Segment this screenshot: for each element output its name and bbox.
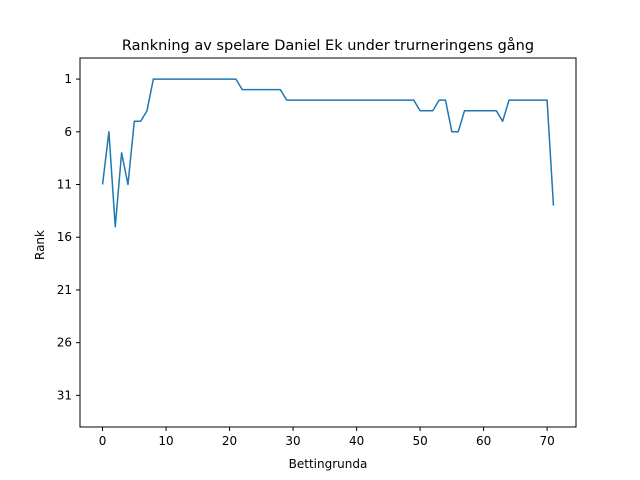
x-tick-label: 40 — [349, 434, 364, 448]
x-tick-label: 70 — [539, 434, 554, 448]
x-tick-label: 10 — [158, 434, 173, 448]
x-axis: 0 10 20 30 40 50 60 70 — [99, 427, 555, 448]
x-tick-label: 50 — [412, 434, 427, 448]
x-tick-label: 60 — [476, 434, 491, 448]
y-axis-label: Rank — [33, 230, 47, 260]
series-line — [101, 78, 555, 228]
x-axis-label: Bettingrunda — [289, 457, 368, 471]
y-tick-label: 31 — [57, 388, 72, 402]
x-tick-label: 30 — [285, 434, 300, 448]
plot-frame — [79, 57, 577, 428]
x-tick-label: 20 — [222, 434, 237, 448]
plot-area — [101, 78, 555, 228]
x-tick-label: 0 — [99, 434, 107, 448]
y-tick-label: 11 — [57, 178, 72, 192]
chart-title: Rankning av spelare Daniel Ek under trur… — [122, 37, 534, 54]
y-tick-label: 1 — [64, 72, 72, 86]
y-tick-label: 21 — [57, 283, 72, 297]
y-tick-label: 26 — [57, 336, 72, 350]
y-tick-label: 6 — [64, 125, 72, 139]
y-tick-label: 16 — [57, 230, 72, 244]
